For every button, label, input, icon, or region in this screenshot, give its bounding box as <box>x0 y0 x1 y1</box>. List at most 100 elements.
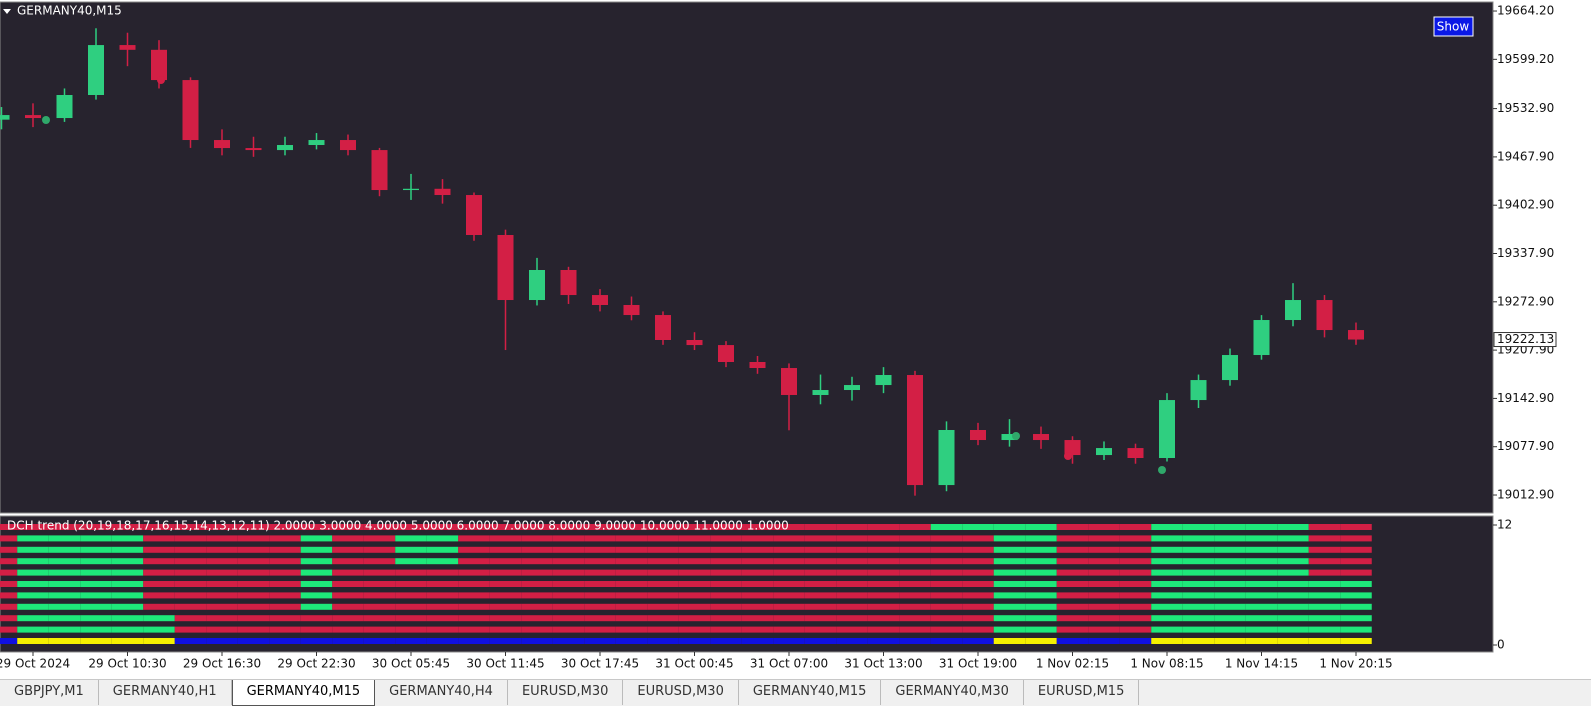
trend-cell <box>521 535 553 542</box>
x-tick-label: 29 Oct 16:30 <box>183 657 261 671</box>
trend-cell <box>269 569 301 576</box>
tab[interactable]: EURUSD,M15 <box>1024 680 1140 705</box>
trend-cell <box>143 592 175 599</box>
trend-cell <box>174 546 207 553</box>
trend-cell <box>426 558 459 565</box>
trend-cell <box>1088 569 1120 576</box>
trend-cell <box>552 558 585 565</box>
trend-cell <box>867 558 900 565</box>
trend-cell <box>1182 546 1215 553</box>
candle-body <box>718 345 734 362</box>
trend-cell <box>1025 592 1057 599</box>
trend-cell <box>237 626 270 633</box>
trend-cell <box>1277 558 1309 565</box>
x-tick-label: 29 Oct 22:30 <box>277 657 355 671</box>
trend-cell <box>993 581 1026 587</box>
trend-cell <box>647 546 679 553</box>
x-tick-label: 31 Oct 13:00 <box>844 657 922 671</box>
trend-cell <box>899 638 931 644</box>
trend-cell <box>0 535 18 542</box>
trend-cell <box>111 558 144 565</box>
candle-body <box>749 361 766 369</box>
trend-cell <box>1182 535 1215 542</box>
trend-cell <box>741 581 774 587</box>
trend-cell <box>962 535 994 542</box>
x-tick-label: 29 Oct 10:30 <box>88 657 166 671</box>
trend-cell <box>1277 524 1309 530</box>
candle-body <box>214 140 230 149</box>
trend-cell <box>1151 638 1183 644</box>
trend-cell <box>80 592 112 599</box>
trend-cell <box>804 558 837 565</box>
trend-cell <box>836 546 868 553</box>
tab[interactable]: EURUSD,M30 <box>623 680 739 705</box>
tab[interactable]: GBPJPY,M1 <box>0 680 99 705</box>
trend-cell <box>269 524 301 530</box>
trend-cell <box>363 524 396 530</box>
signal-icon <box>1064 452 1072 460</box>
candle-body <box>403 188 419 191</box>
candle-body <box>655 315 671 341</box>
trend-cell <box>489 626 522 633</box>
trend-cell <box>458 626 490 633</box>
trend-cell <box>300 626 333 633</box>
collapse-arrow[interactable] <box>3 9 11 14</box>
candle-body <box>1348 330 1364 340</box>
trend-cell <box>521 569 553 576</box>
tab[interactable]: EURUSD,M30 <box>508 680 624 705</box>
trend-cell <box>395 524 427 530</box>
trend-cell <box>269 535 301 542</box>
trend-cell <box>206 535 238 542</box>
trend-cell <box>867 546 900 553</box>
y-tick-label: 19142.90 <box>1497 391 1554 405</box>
tab[interactable]: GERMANY40,M30 <box>881 680 1024 705</box>
trend-cell <box>1119 638 1152 644</box>
trend-cell <box>489 592 522 599</box>
trend-cell <box>930 535 963 542</box>
trend-cell <box>17 626 49 633</box>
trend-cell <box>1245 569 1278 576</box>
trend-cell <box>80 524 112 530</box>
candle-body <box>529 270 545 301</box>
trend-cell <box>773 626 805 633</box>
trend-cell <box>48 535 81 542</box>
trend-cell <box>174 615 207 622</box>
candle-body <box>844 385 860 391</box>
candle-body <box>25 115 41 119</box>
trend-cell <box>552 524 585 530</box>
trend-cell <box>647 615 679 622</box>
trend-cell <box>1119 626 1152 633</box>
tab[interactable]: GERMANY40,H4 <box>375 680 508 705</box>
trend-cell <box>836 626 868 633</box>
trend-cell <box>867 535 900 542</box>
trend-cell <box>1182 615 1215 622</box>
trend-cell <box>426 592 459 599</box>
trend-cell <box>899 558 931 565</box>
tab[interactable]: GERMANY40,H1 <box>99 680 232 705</box>
trend-cell <box>930 569 963 576</box>
y-tick-label: 12 <box>1497 518 1512 532</box>
show-button-label[interactable]: Show <box>1437 20 1470 34</box>
trend-cell <box>899 524 931 530</box>
trend-cell <box>647 603 679 610</box>
y-tick-label: 19012.90 <box>1497 488 1554 502</box>
trend-cell <box>584 524 616 530</box>
show-button[interactable] <box>1433 16 1474 37</box>
trend-cell <box>521 615 553 622</box>
trend-cell <box>552 626 585 633</box>
trend-cell <box>1340 638 1372 644</box>
trend-cell <box>17 546 49 553</box>
trend-cell <box>143 626 175 633</box>
candle-body <box>1159 400 1175 459</box>
trend-cell <box>111 626 144 633</box>
trend-cell <box>1308 558 1341 565</box>
trend-cell <box>80 535 112 542</box>
trend-cell <box>867 626 900 633</box>
trend-cell <box>1214 569 1246 576</box>
trend-cell <box>615 558 648 565</box>
trend-cell <box>363 626 396 633</box>
candle-body <box>592 295 608 306</box>
tab[interactable]: GERMANY40,M15 <box>231 680 376 706</box>
x-tick-label: 31 Oct 00:45 <box>655 657 733 671</box>
tab[interactable]: GERMANY40,M15 <box>739 680 882 705</box>
